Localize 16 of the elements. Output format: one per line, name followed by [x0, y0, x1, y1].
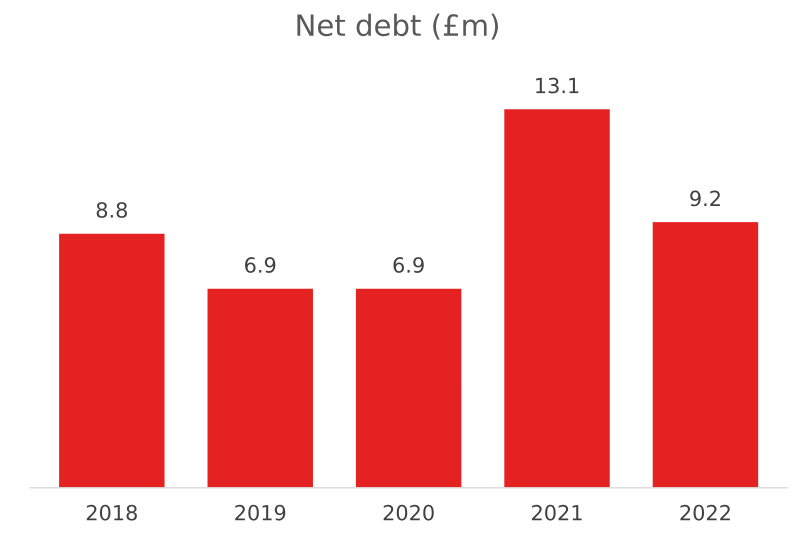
- bar: [206, 287, 314, 488]
- chart-title: Net debt (£m): [297, 14, 498, 40]
- data-label: 9.2: [690, 190, 720, 206]
- x-tick-label: 2021: [532, 504, 582, 521]
- x-tick-label: 2018: [86, 504, 137, 521]
- data-label: 6.9: [394, 257, 424, 273]
- x-tick-label: 2022: [680, 504, 730, 521]
- data-label: 13.1: [536, 78, 578, 94]
- bar: [502, 108, 612, 488]
- data-label: 6.9: [245, 257, 276, 273]
- bar: [651, 220, 760, 488]
- bar: [58, 232, 166, 488]
- x-tick-label: 2020: [384, 504, 434, 521]
- data-label: 8.8: [96, 202, 127, 218]
- x-tick-label: 2019: [235, 504, 286, 521]
- bar: [354, 287, 463, 488]
